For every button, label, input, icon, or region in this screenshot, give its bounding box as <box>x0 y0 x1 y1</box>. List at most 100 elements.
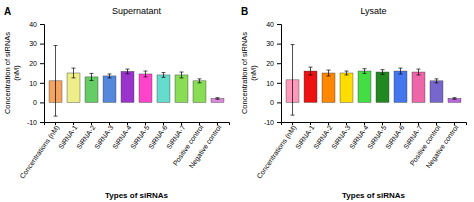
y-tick-mark <box>40 24 44 25</box>
x-axis-title: Types of siRNAs <box>105 191 169 200</box>
y-tick-mark <box>40 83 44 84</box>
bar <box>448 98 461 102</box>
error-bar <box>416 69 420 75</box>
bar <box>157 75 170 102</box>
bar <box>211 98 224 102</box>
y-tick: 30 <box>266 40 281 47</box>
error-bar <box>197 79 201 83</box>
bar <box>193 81 206 103</box>
y-tick: 0 <box>270 99 281 106</box>
x-tick-label: Concentrations (nM) <box>18 124 61 181</box>
x-axis: Concentrations (nM)SiRNA-1SiRNA-2SiRNA-3… <box>255 122 466 180</box>
error-bar <box>215 98 219 100</box>
y-tick-label: 10 <box>266 80 274 87</box>
bar <box>358 71 371 102</box>
y-axis: -10 0 10 20 30 40 <box>264 21 282 126</box>
bar <box>175 75 188 102</box>
y-axis: -10 0 10 20 30 40 <box>27 21 45 126</box>
panel-label: B <box>241 6 248 17</box>
bar <box>394 71 407 102</box>
chart-container: -10 0 10 20 30 40 Concentrations (nM)SiRNA-1Si… <box>0 0 474 202</box>
y-tick-mark <box>40 44 44 45</box>
figure: -10 0 10 20 30 40 Concentrations (nM)SiRNA-1Si… <box>0 0 474 202</box>
y-axis-title: Concentration of siRNAs(nM) <box>240 32 258 114</box>
panel: -10 0 10 20 30 40 Concentrations (nM)SiRNA-1Si… <box>240 6 467 200</box>
error-bar <box>126 69 130 74</box>
error-bar <box>345 71 349 75</box>
y-tick-label: -10 <box>27 119 37 126</box>
y-tick-label: 20 <box>266 60 274 67</box>
x-tick-label: Negative control <box>188 124 224 170</box>
y-tick-mark <box>40 102 44 103</box>
bar <box>430 81 443 103</box>
bar <box>103 76 116 102</box>
y-tick: -10 <box>27 119 44 126</box>
y-tick-mark <box>277 83 281 84</box>
bar <box>376 72 389 102</box>
y-tick: 30 <box>29 40 44 47</box>
error-bar <box>54 46 58 117</box>
y-tick: -10 <box>264 119 281 126</box>
error-bar <box>309 67 313 75</box>
y-axis-line <box>277 25 282 123</box>
x-axis: Concentrations (nM)SiRNA-1SiRNA-2SiRNA-3… <box>18 122 229 180</box>
y-tick-label: 20 <box>29 60 37 67</box>
y-tick-mark <box>277 102 281 103</box>
error-bar <box>363 69 367 74</box>
x-tick: Concentrations (nM) <box>255 122 298 180</box>
y-tick-mark <box>277 44 281 45</box>
y-axis-line <box>40 25 45 123</box>
error-bar <box>380 70 384 75</box>
y-tick-label: -10 <box>264 119 274 126</box>
bar <box>121 71 134 102</box>
y-axis-title: Concentration of siRNAs(nM) <box>3 32 21 114</box>
y-tick-label: 10 <box>29 80 37 87</box>
bar <box>340 73 353 102</box>
y-tick-label: 30 <box>29 40 37 47</box>
x-axis-title: Types of siRNAs <box>342 191 406 200</box>
y-tick-mark <box>40 122 44 123</box>
y-tick: 10 <box>29 80 44 87</box>
y-tick-label: 0 <box>33 99 37 106</box>
y-tick: 20 <box>266 60 281 67</box>
y-tick: 0 <box>33 99 44 106</box>
x-tick: Concentrations (nM) <box>18 122 61 180</box>
marks <box>49 46 224 117</box>
error-bar <box>327 70 331 76</box>
bar <box>322 73 335 102</box>
error-bar <box>143 71 147 77</box>
panel: -10 0 10 20 30 40 Concentrations (nM)SiRNA-1Si… <box>3 6 230 200</box>
x-tick: Negative control <box>425 122 461 170</box>
y-tick: 10 <box>266 80 281 87</box>
y-tick: 20 <box>29 60 44 67</box>
panel-label: A <box>4 6 11 17</box>
error-bar <box>90 73 94 80</box>
y-tick: 40 <box>266 21 281 28</box>
marks <box>286 45 461 116</box>
y-tick-mark <box>277 63 281 64</box>
error-bar <box>434 79 438 83</box>
y-tick-label: 40 <box>29 21 37 28</box>
y-tick: 40 <box>29 21 44 28</box>
error-bar <box>291 45 295 116</box>
error-bar <box>161 73 165 78</box>
bar <box>412 72 425 102</box>
error-bar <box>108 74 112 78</box>
error-bar <box>179 72 183 78</box>
error-bar <box>398 68 402 74</box>
y-tick-mark <box>277 122 281 123</box>
y-tick-label: 30 <box>266 40 274 47</box>
y-tick-label: 0 <box>270 99 274 106</box>
title: Lysate <box>360 6 386 16</box>
y-axis-title-line: (nM) <box>249 65 258 81</box>
bar <box>304 71 317 102</box>
x-tick-label: Concentrations (nM) <box>255 124 298 181</box>
y-axis-title-line: (nM) <box>12 65 21 81</box>
error-bar <box>452 98 456 100</box>
y-tick-mark <box>40 63 44 64</box>
x-tick: Negative control <box>188 122 224 170</box>
error-bar <box>72 68 76 78</box>
title: Supernatant <box>112 6 162 16</box>
x-tick-label: Negative control <box>425 124 461 170</box>
y-tick-mark <box>277 24 281 25</box>
